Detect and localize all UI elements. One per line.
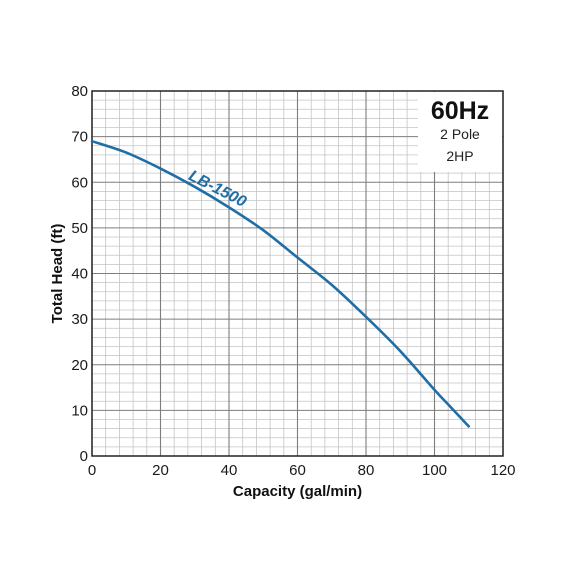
y-tick-label: 30: [71, 311, 88, 328]
y-tick-label: 60: [71, 174, 88, 191]
x-tick-label: 60: [289, 462, 306, 479]
info-box-power: 2HP: [446, 148, 473, 164]
y-tick-label: 10: [71, 402, 88, 419]
x-axis-title: Capacity (gal/min): [233, 483, 362, 500]
series-layer: LB-1500: [90, 139, 471, 428]
x-tick-label: 0: [88, 462, 96, 479]
x-tick-labels: 0 20 40 60 80 100 120: [88, 462, 516, 479]
info-box: 60Hz 2 Pole 2HP: [418, 92, 502, 172]
y-tick-label: 80: [71, 83, 88, 100]
x-tick-label: 20: [152, 462, 169, 479]
plot-frame: [91, 90, 504, 457]
series-label: LB-1500: [186, 167, 249, 210]
y-tick-label: 20: [71, 357, 88, 374]
info-box-title: 60Hz: [431, 97, 489, 125]
x-tick-label: 120: [490, 462, 515, 479]
y-tick-labels: 0 10 20 30 40 50 60 70 80: [71, 83, 88, 465]
y-axis-title: Total Head (ft): [49, 224, 66, 324]
y-tick-label: 0: [80, 448, 88, 465]
series-line-0: [90, 139, 471, 428]
x-tick-label: 40: [221, 462, 238, 479]
y-tick-label: 70: [71, 129, 88, 146]
x-tick-label: 80: [358, 462, 375, 479]
x-tick-label: 100: [422, 462, 447, 479]
y-tick-label: 50: [71, 220, 88, 237]
info-box-background: [418, 92, 502, 172]
info-box-poles: 2 Pole: [440, 126, 480, 142]
y-tick-label: 40: [71, 266, 88, 283]
